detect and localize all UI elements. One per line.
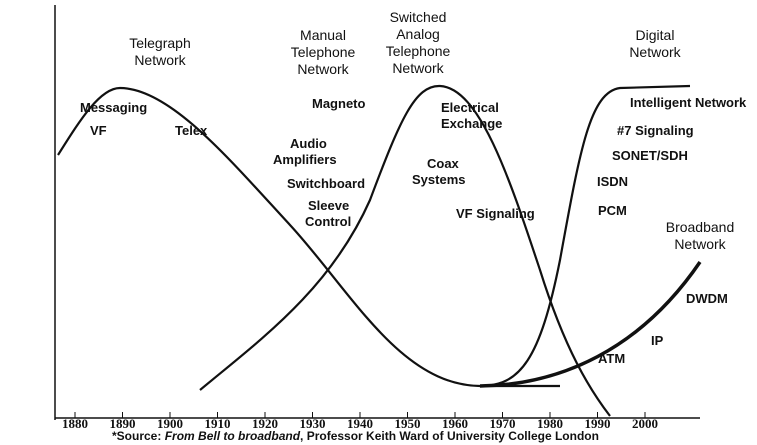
source-title: From Bell to broadband [165, 429, 301, 443]
year-label: 1960 [442, 416, 468, 431]
era-label: Network [392, 60, 444, 76]
technology-label: #7 Signaling [617, 123, 694, 138]
year-label: 1880 [62, 416, 88, 431]
technology-label: Sleeve [308, 198, 349, 213]
era-label: Manual [300, 27, 346, 43]
source-suffix: , Professor Keith Ward of University Col… [300, 429, 599, 443]
technology-label: PCM [598, 203, 627, 218]
era-label: Analog [396, 26, 440, 42]
year-label: 1910 [205, 416, 231, 431]
technology-label: ISDN [597, 174, 628, 189]
technology-label: ATM [598, 351, 625, 366]
era-label: Telephone [291, 44, 356, 60]
technology-label: Intelligent Network [630, 95, 747, 110]
year-label: 1980 [537, 416, 563, 431]
year-label: 2000 [632, 416, 658, 431]
analog-curve [199, 84, 611, 417]
technology-label: Magneto [312, 96, 366, 111]
era-label: Digital [636, 27, 675, 43]
digital-curve [479, 84, 691, 388]
technology-label: Control [305, 214, 351, 229]
era-label: Network [134, 52, 186, 68]
technology-label: Exchange [441, 116, 502, 131]
broadband-curve [479, 261, 702, 388]
year-label: 1900 [157, 416, 183, 431]
technology-label: Systems [412, 172, 465, 187]
technology-label: Audio [290, 136, 327, 151]
era-label: Network [629, 44, 681, 60]
era-label: Switched [390, 9, 447, 25]
technology-label: IP [651, 333, 664, 348]
year-label: 1940 [347, 416, 373, 431]
year-label: 1920 [252, 416, 278, 431]
technology-label: Coax [427, 156, 460, 171]
era-label: Telegraph [129, 35, 191, 51]
technology-label: Telex [175, 123, 208, 138]
era-label: Broadband [666, 219, 735, 235]
technology-label: SONET/SDH [612, 148, 688, 163]
source-note: *Source: From Bell to broadband, Profess… [112, 429, 599, 443]
technology-label: DWDM [686, 291, 728, 306]
year-label: 1890 [110, 416, 136, 431]
technology-label: Electrical [441, 100, 499, 115]
era-label: Network [674, 236, 726, 252]
technology-label: VF [90, 123, 107, 138]
technology-label: Amplifiers [273, 152, 337, 167]
technology-label: VF Signaling [456, 206, 535, 221]
era-label: Network [297, 61, 349, 77]
source-prefix: *Source: [112, 429, 165, 443]
year-label: 1990 [585, 416, 611, 431]
technology-label: Switchboard [287, 176, 365, 191]
telegraph-curve [57, 86, 560, 388]
era-label: Telephone [386, 43, 451, 59]
year-label: 1950 [395, 416, 421, 431]
technology-label: Messaging [80, 100, 147, 115]
year-label: 1970 [490, 416, 516, 431]
year-label: 1930 [300, 416, 326, 431]
